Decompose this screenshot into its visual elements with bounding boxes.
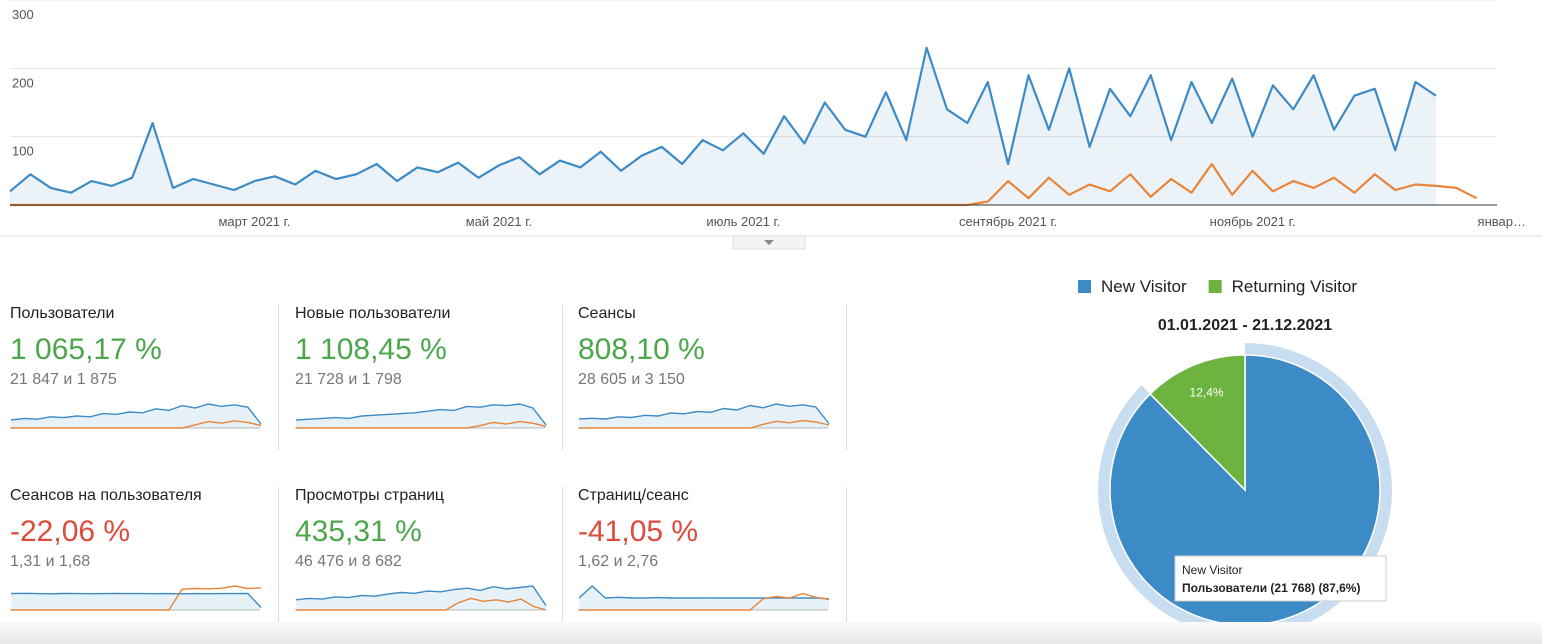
divider bbox=[278, 487, 279, 630]
metric-compare: 46 476 и 8 682 bbox=[295, 553, 402, 570]
metric-card: Сеансов на пользователя -22,06 % 1,31 и 1,… bbox=[10, 487, 270, 611]
metric-label: Просмотры страниц bbox=[295, 487, 445, 504]
sparkline-line bbox=[10, 592, 262, 608]
metric-compare: 21 728 и 1 798 bbox=[295, 371, 402, 388]
sparkline bbox=[295, 403, 547, 429]
metric-card: Сеансы 808,10 % 28 605 и 3 150 bbox=[578, 305, 838, 429]
y-tick-label: 300 bbox=[12, 7, 34, 22]
sparkline bbox=[578, 585, 830, 611]
sparkline-line bbox=[295, 585, 547, 606]
sparkline-area bbox=[11, 593, 261, 610]
sparkline bbox=[10, 585, 262, 611]
x-tick-label: ноябрь 2021 г. bbox=[1210, 214, 1296, 229]
sparkline-area bbox=[11, 404, 261, 428]
sparkline-line bbox=[295, 403, 547, 426]
bottom-bar bbox=[0, 622, 1542, 644]
divider bbox=[278, 305, 279, 450]
pie-slice bbox=[1149, 354, 1246, 492]
sparkline-area bbox=[296, 404, 546, 428]
divider bbox=[846, 305, 847, 450]
sparkline-area bbox=[296, 586, 546, 610]
divider bbox=[562, 305, 563, 450]
pie-title: 01.01.2021 - 21.12.2021 bbox=[1158, 317, 1332, 334]
metric-label: Пользователи bbox=[10, 305, 115, 322]
y-tick-label: 100 bbox=[12, 144, 34, 159]
tooltip bbox=[1174, 555, 1387, 602]
legend-swatch bbox=[1208, 280, 1222, 293]
legend-label: Returning Visitor bbox=[1232, 277, 1358, 296]
metric-card: Новые пользователи 1 108,45 % 21 728 и 1 7… bbox=[295, 305, 555, 429]
sparkline-line bbox=[296, 597, 547, 611]
sparkline-line bbox=[579, 592, 830, 611]
x-tick-label: июль 2021 г. bbox=[706, 214, 780, 229]
sparkline-line bbox=[11, 420, 262, 429]
metric-change: -41,05 % bbox=[578, 515, 699, 548]
sparkline bbox=[10, 403, 262, 429]
metric-label: Сеансы bbox=[578, 305, 636, 322]
metric-compare: 1,62 и 2,76 bbox=[578, 553, 659, 570]
metric-change: 1 108,45 % bbox=[295, 333, 447, 366]
x-tick-label: май 2021 г. bbox=[466, 214, 532, 229]
metric-label: Сеансов на пользователя bbox=[10, 487, 202, 504]
metric-compare: 1,31 и 1,68 bbox=[10, 553, 91, 570]
divider bbox=[562, 487, 563, 630]
metric-card: Просмотры страниц 435,31 % 46 476 и 8 682 bbox=[295, 487, 555, 611]
collapse-arrow bbox=[764, 240, 774, 245]
sparkline bbox=[578, 403, 830, 429]
metric-change: -22,06 % bbox=[10, 515, 131, 548]
divider bbox=[846, 487, 847, 630]
metric-change: 808,10 % bbox=[578, 333, 705, 366]
metric-compare: 21 847 и 1 875 bbox=[10, 371, 117, 388]
sparkline-area bbox=[579, 404, 829, 428]
y-tick-label: 200 bbox=[12, 75, 34, 90]
metric-change: 435,31 % bbox=[295, 515, 422, 548]
sparkline-line bbox=[10, 403, 262, 425]
metric-compare: 28 605 и 3 150 bbox=[578, 371, 685, 388]
sparkline-line bbox=[11, 585, 262, 611]
x-tick-label: март 2021 г. bbox=[218, 214, 290, 229]
metric-card: Страниц/сеанс -41,05 % 1,62 и 2,76 bbox=[578, 487, 838, 611]
legend-label: New Visitor bbox=[1101, 277, 1187, 296]
legend-swatch bbox=[1078, 280, 1091, 293]
slice-label: 12,4% bbox=[1190, 385, 1224, 399]
tooltip-text: Пользователи (21 768) (87,6%) bbox=[1182, 581, 1360, 595]
sparkline-line bbox=[579, 419, 830, 429]
sparkline-line bbox=[578, 403, 830, 424]
x-tick-label: январ… bbox=[1478, 214, 1526, 229]
tooltip-title: New Visitor bbox=[1182, 563, 1242, 577]
metric-label: Новые пользователи bbox=[295, 305, 451, 322]
metric-card: Пользователи 1 065,17 % 21 847 и 1 875 bbox=[10, 305, 270, 429]
area bbox=[10, 47, 1436, 205]
metric-change: 1 065,17 % bbox=[10, 333, 162, 366]
sparkline-line bbox=[296, 420, 547, 429]
sparkline bbox=[295, 585, 547, 611]
x-tick-label: сентябрь 2021 г. bbox=[959, 214, 1057, 229]
line bbox=[9, 46, 1437, 194]
metric-label: Страниц/сеанс bbox=[578, 487, 689, 504]
